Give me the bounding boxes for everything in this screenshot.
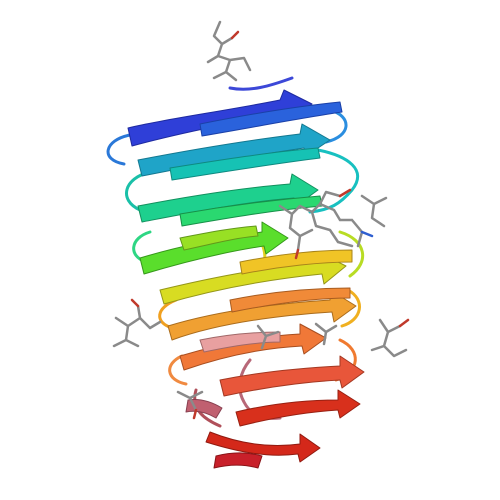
- strand-9: [235, 389, 361, 427]
- strand-8: [219, 355, 365, 397]
- ligand-bottom-o: [192, 408, 198, 420]
- ligand-left: [112, 304, 162, 348]
- strand-5b: [239, 249, 353, 275]
- ligand-top-o: [230, 30, 240, 40]
- loop-left-5: [168, 354, 188, 386]
- ligand-mid-right: [314, 322, 338, 346]
- ligand-right: [370, 318, 408, 358]
- ligand-center-n1: [360, 230, 374, 238]
- ligand-top: [206, 20, 252, 82]
- ligand-right-o: [398, 318, 410, 328]
- ligand-bottom: [176, 390, 204, 412]
- strand-6b: [229, 287, 351, 313]
- ligand-mid-small: [256, 324, 280, 350]
- ligand-center-o2: [294, 248, 300, 260]
- loop-right-2: [308, 148, 360, 214]
- strand-1b: [199, 101, 343, 137]
- strand-10: [205, 431, 321, 463]
- loop-right-3: [338, 230, 365, 278]
- ligand-right-top: [360, 194, 388, 228]
- strand-2b: [169, 147, 321, 181]
- loop-top: [228, 76, 294, 91]
- ligand-sticks: [112, 20, 410, 420]
- loop-left-1: [106, 133, 132, 166]
- strand-6: [167, 289, 357, 341]
- beta-strands: [127, 89, 365, 469]
- strand-4b: [179, 225, 259, 251]
- strand-left-pink: [185, 399, 223, 419]
- ligand-left-o: [130, 298, 140, 308]
- loop-right-4: [340, 288, 361, 328]
- strand-10b: [213, 452, 263, 469]
- ligand-center-o1: [338, 188, 352, 198]
- strand-7b: [199, 331, 281, 353]
